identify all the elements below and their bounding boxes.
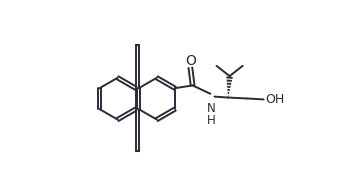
Text: N
H: N H [207,102,216,127]
Text: O: O [185,54,196,68]
Text: OH: OH [265,93,284,106]
